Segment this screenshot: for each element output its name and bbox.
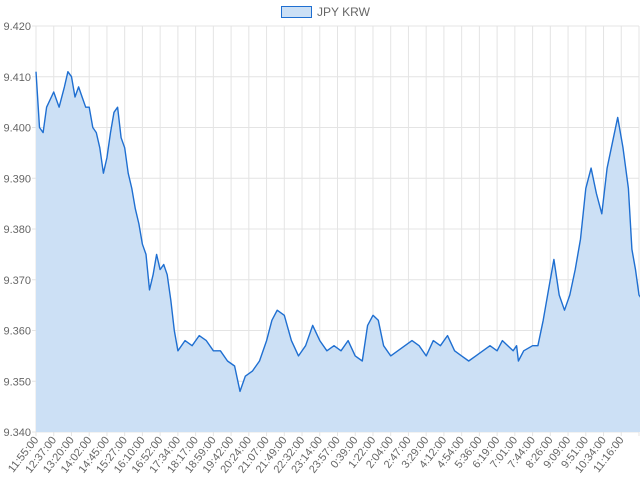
series-line [35,71,640,393]
legend-swatch [281,6,312,18]
y-tick-label: 9.380 [3,224,31,236]
y-tick-label: 9.340 [3,427,31,439]
series-area [36,71,640,432]
x-axis: 11:55:0012:37:0013:20:0014:02:0014:45:00… [6,434,627,475]
y-axis: 9.420 9.410 9.400 9.390 9.380 9.370 9.360 9.350… [3,21,31,439]
legend-label: JPY KRW [317,5,371,19]
y-tick-label: 9.410 [3,72,31,84]
y-tick-label: 9.360 [3,326,31,338]
legend[interactable]: JPY KRW [281,5,371,19]
y-tick-label: 9.390 [3,173,31,185]
y-tick-label: 9.350 [3,376,31,388]
y-tick-label: 9.420 [3,21,31,33]
y-tick-label: 9.370 [3,275,31,287]
y-tick-label: 9.400 [3,123,31,135]
